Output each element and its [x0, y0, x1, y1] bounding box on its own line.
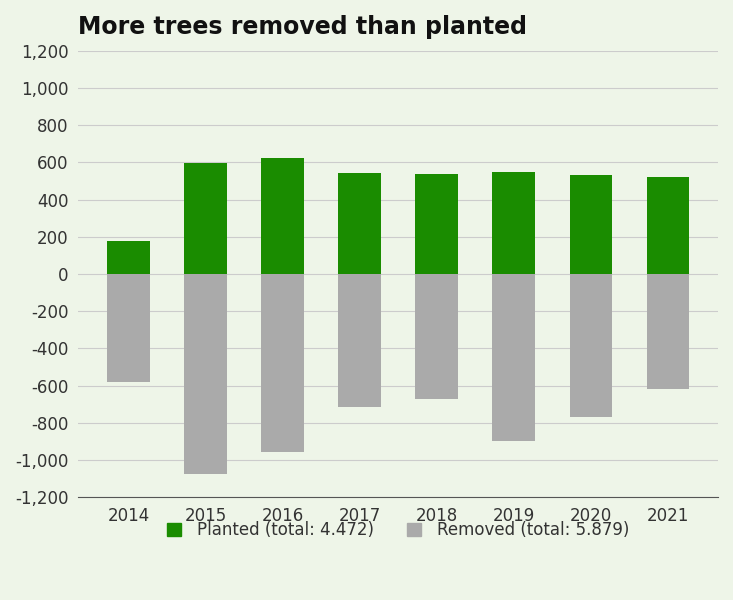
Bar [262, 274, 303, 452]
Bar [339, 173, 380, 274]
Bar [647, 274, 689, 389]
Bar [416, 175, 458, 274]
Bar [107, 241, 150, 274]
Bar [570, 274, 612, 417]
Bar [570, 175, 612, 274]
Legend: Planted (total: 4.472), Removed (total: 5.879): Planted (total: 4.472), Removed (total: … [158, 512, 638, 547]
Bar [339, 274, 380, 407]
Bar [416, 274, 458, 398]
Bar [493, 274, 535, 442]
Bar [647, 177, 689, 274]
Bar [107, 274, 150, 382]
Bar [493, 172, 535, 274]
Bar [184, 274, 226, 474]
Bar [262, 158, 303, 274]
Bar [184, 163, 226, 274]
Text: More trees removed than planted: More trees removed than planted [78, 15, 527, 39]
